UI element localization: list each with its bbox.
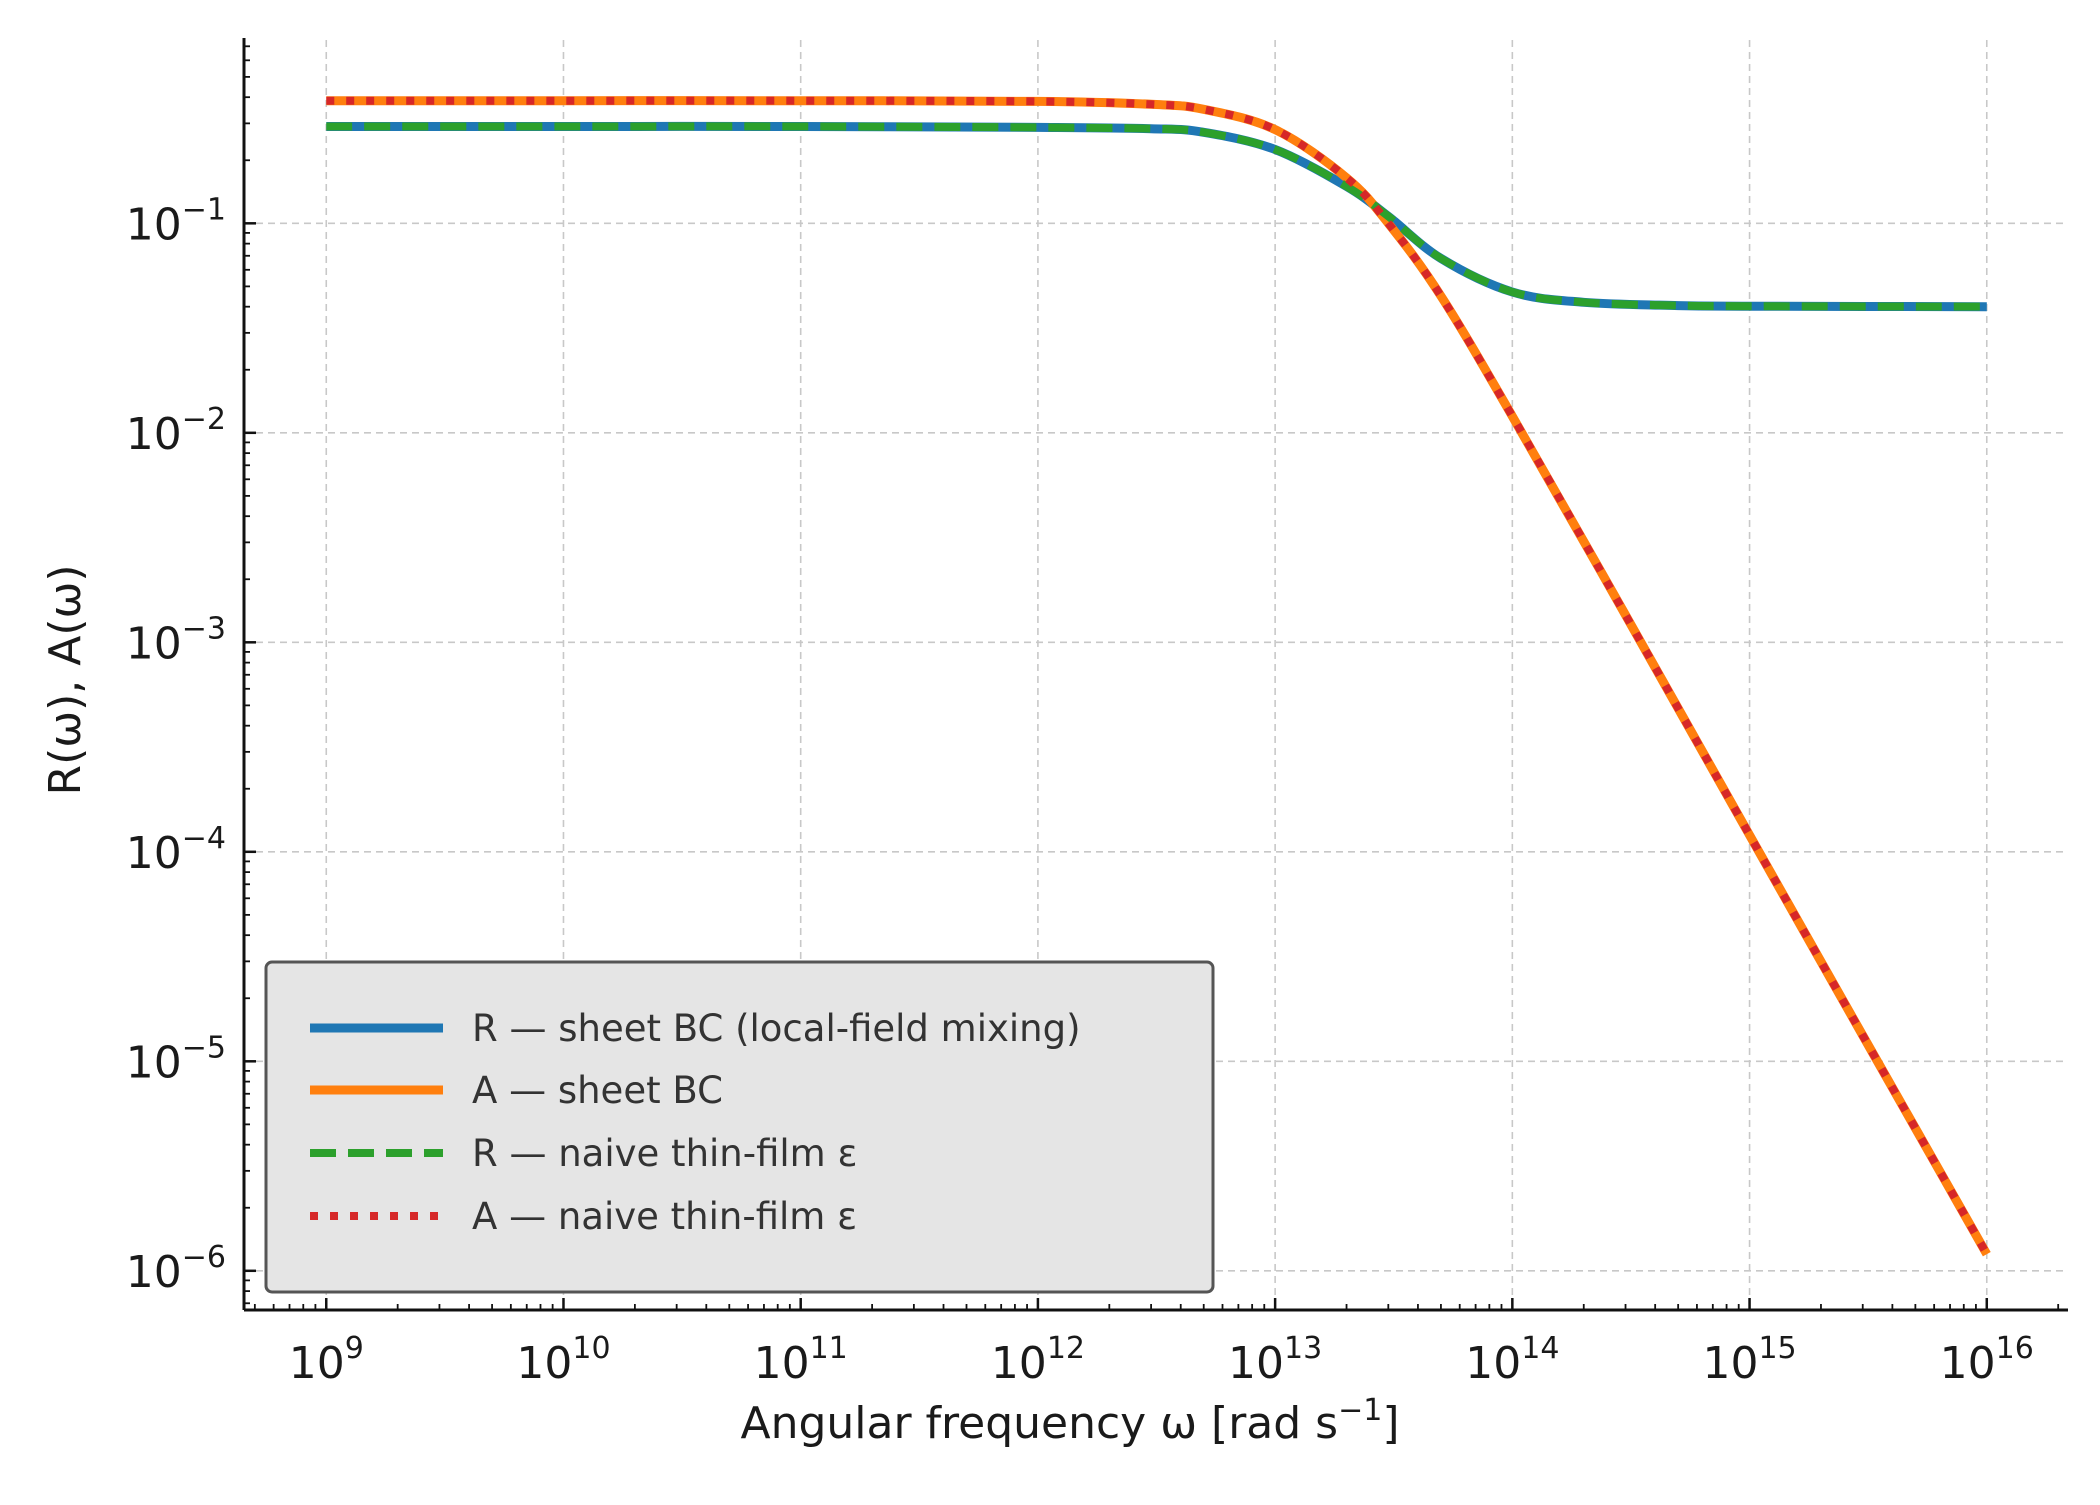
x-tick-label: 1011 [754, 1331, 848, 1389]
y-tick-label: 10−1 [126, 192, 226, 250]
x-tick-label: 1012 [991, 1331, 1085, 1389]
x-tick-label: 1014 [1465, 1331, 1559, 1389]
series-line-4 [326, 96, 1991, 1257]
plot-series [326, 96, 1991, 1257]
y-tick-label: 10−4 [126, 821, 226, 879]
y-tick-label: 10−6 [126, 1240, 226, 1298]
x-tick-label: 1013 [1228, 1331, 1322, 1389]
y-tick-label: 10−3 [126, 611, 226, 669]
x-tick-label: 1015 [1702, 1331, 1796, 1389]
legend-label-4: A — naive thin-film ε [472, 1195, 857, 1238]
series-line-3 [326, 122, 1987, 311]
series-line-1 [326, 121, 1987, 312]
legend: R — sheet BC (local-field mixing) A — she… [264, 960, 1215, 1294]
y-axis-label: R(ω), A(ω) [40, 565, 91, 796]
x-tick-label: 1010 [516, 1331, 610, 1389]
x-tick-label: 1016 [1940, 1331, 2034, 1389]
x-axis-label: Angular frequency ω [rad s−1] [740, 1393, 1399, 1449]
y-tick-label: 10−5 [126, 1030, 226, 1088]
legend-label-1: R — sheet BC (local-field mixing) [472, 1007, 1081, 1050]
axes [242, 38, 2068, 1312]
legend-label-3: R — naive thin-film ε [472, 1132, 857, 1175]
x-tick-label: 109 [289, 1331, 364, 1389]
legend-label-2: A — sheet BC [472, 1069, 723, 1112]
legend-box [264, 960, 1215, 1294]
tick-labels: 109 1010 1011 1012 1013 1014 1015 1016 10−1 10−2 1… [126, 192, 2034, 1389]
y-tick-label: 10−2 [126, 402, 226, 460]
